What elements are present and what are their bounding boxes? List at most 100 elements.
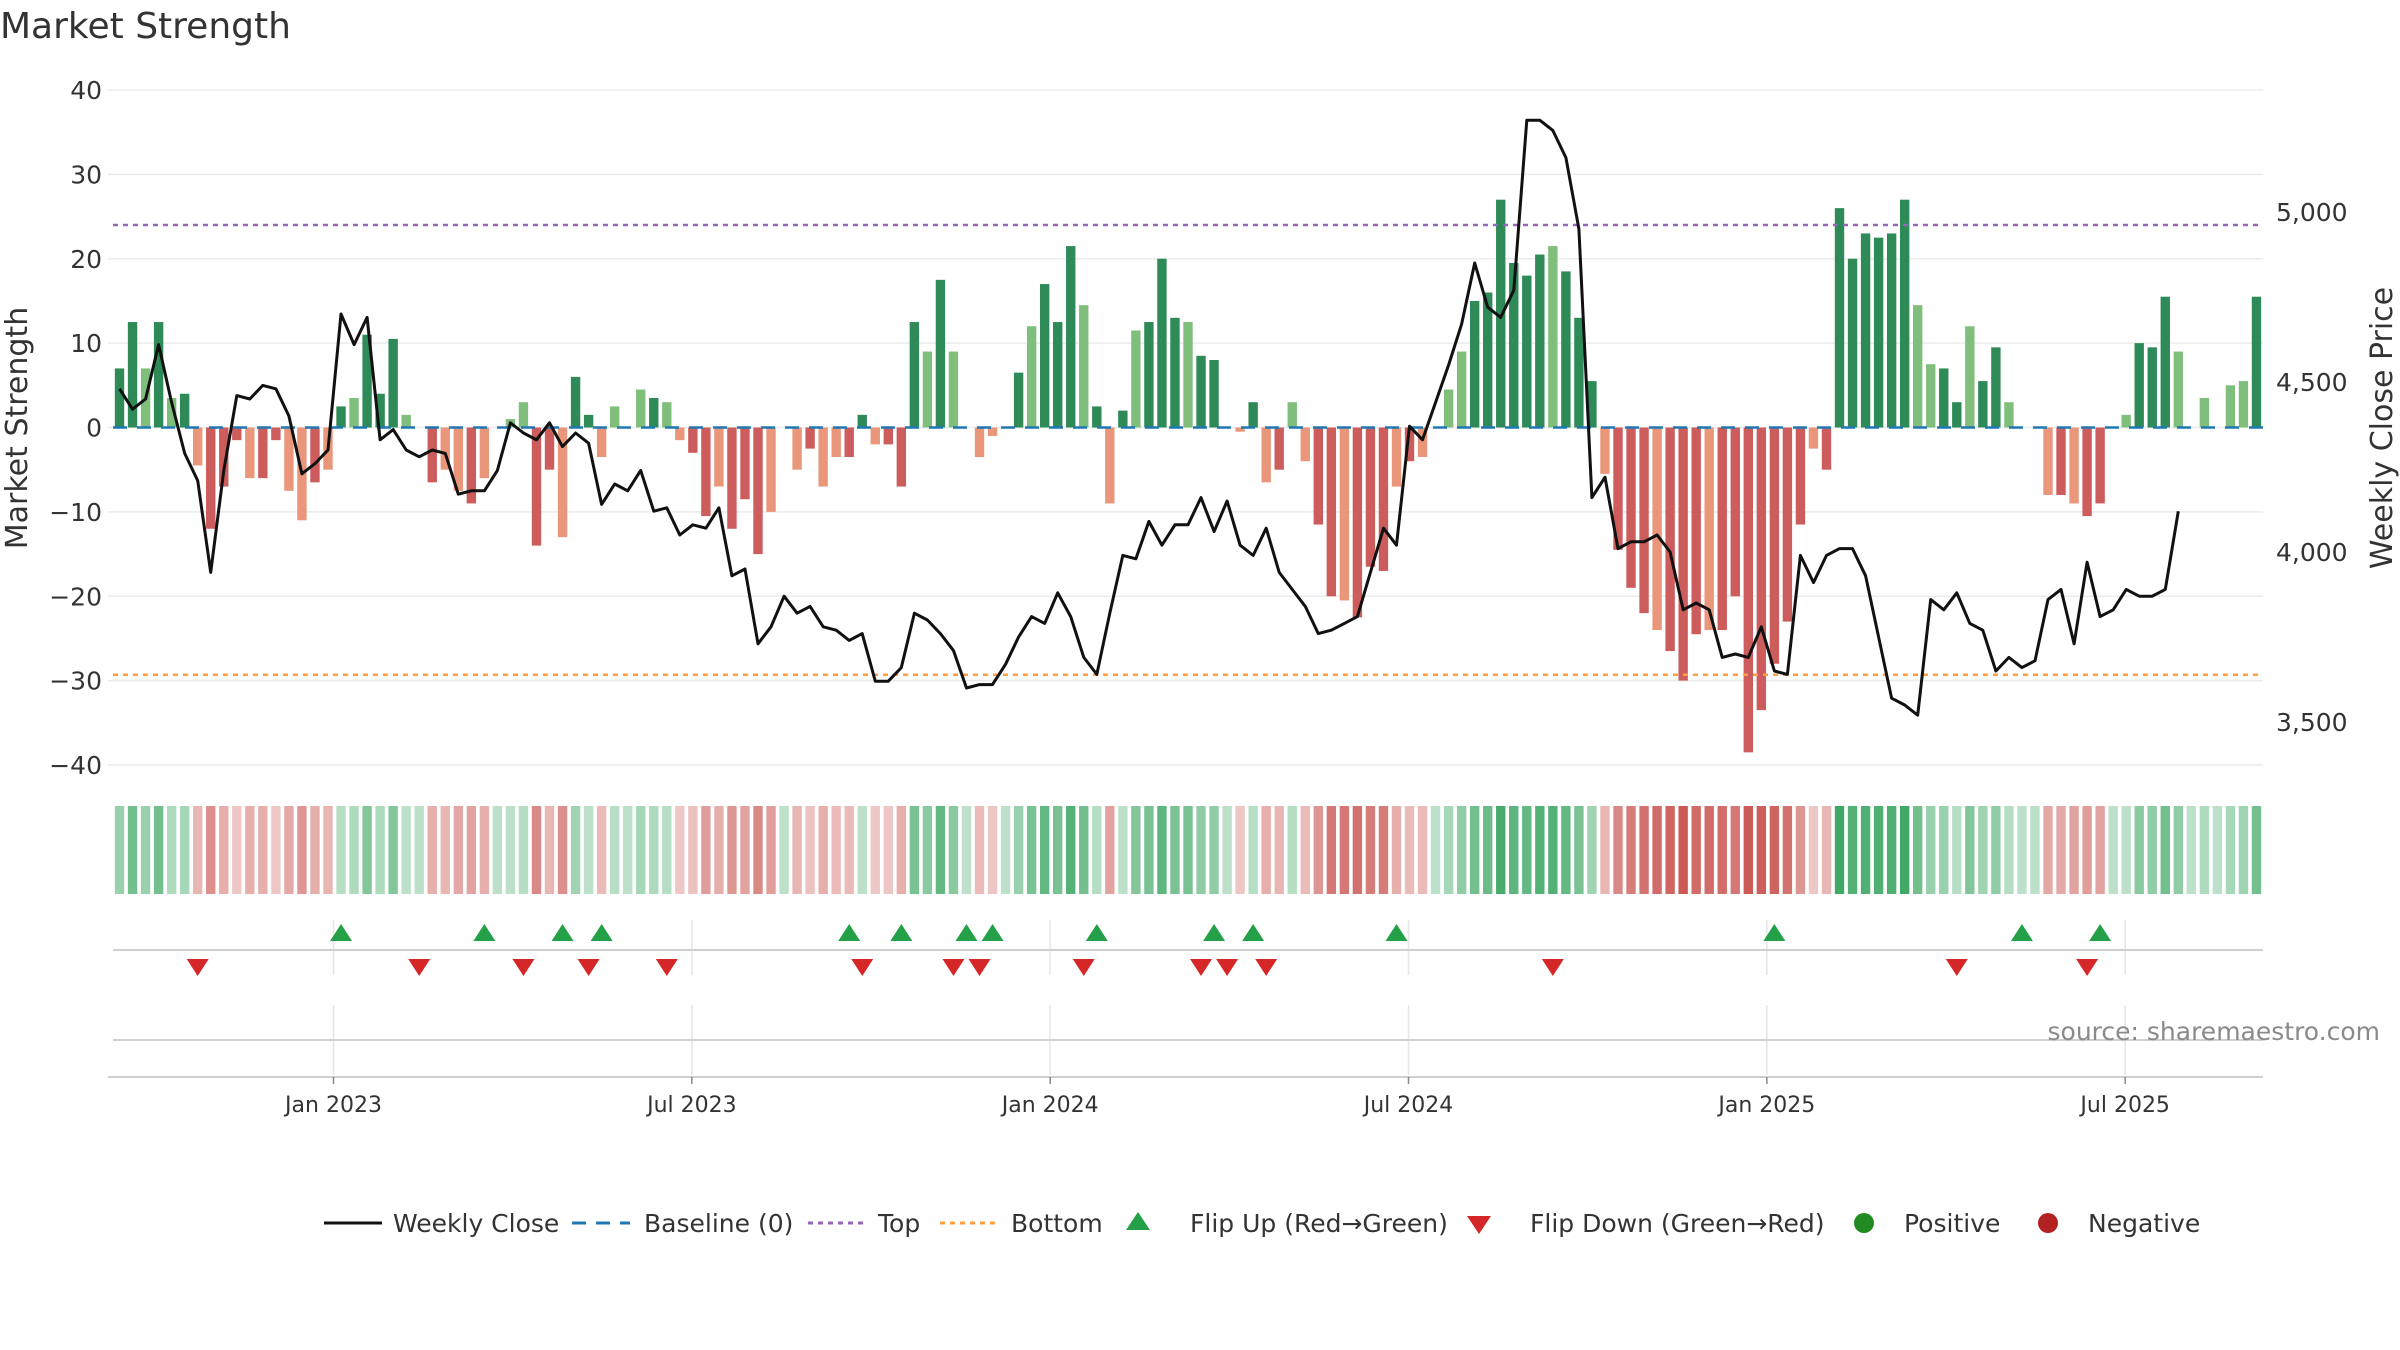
- heat-strip-cell: [1678, 806, 1688, 894]
- heat-strip-cell: [844, 806, 854, 894]
- strength-bar: [805, 427, 815, 449]
- heat-strip-cell: [1326, 806, 1337, 894]
- heat-strip-cell: [1222, 806, 1232, 894]
- strength-bar: [1039, 284, 1050, 428]
- strength-bar: [909, 322, 920, 428]
- strength-bar: [2199, 397, 2210, 428]
- strength-bar: [2004, 402, 2014, 428]
- heat-strip-cell: [1352, 806, 1363, 894]
- y-tick-label: 0: [86, 414, 102, 443]
- legend-top: Top: [877, 1209, 920, 1238]
- heat-strip-cell: [1339, 806, 1350, 894]
- heat-strip-cell: [623, 806, 633, 894]
- strength-bar: [440, 427, 450, 470]
- heat-strip-cell: [1600, 806, 1610, 894]
- strength-bar: [1548, 246, 1558, 428]
- heat-strip-cell: [1378, 806, 1389, 894]
- x-tick-label: Jul 2024: [1362, 1093, 1454, 1118]
- heat-strip-cell: [1756, 806, 1767, 894]
- heat-strip-cell: [1704, 806, 1714, 894]
- heat-strip-cell: [179, 806, 190, 894]
- weekly-close-line: [118, 118, 2180, 717]
- strength-bar: [896, 427, 907, 487]
- strength-bar: [1274, 427, 1284, 470]
- x-tick-label: Jan 2023: [283, 1093, 382, 1118]
- heat-strip-cell: [1808, 806, 1819, 894]
- legend-bottom: Bottom: [1011, 1209, 1103, 1238]
- strength-bar: [1261, 427, 1271, 483]
- legend-flip-up-icon: [1126, 1212, 1150, 1230]
- heat-strip-cell: [779, 806, 789, 894]
- flip-up-marker: [551, 924, 574, 941]
- heat-strip-cell: [531, 806, 542, 894]
- heat-strip-cell: [1235, 806, 1245, 894]
- heat-strip-cell: [714, 806, 724, 894]
- heat-strip-cell: [1613, 806, 1623, 894]
- x-tick-label: Jul 2025: [2078, 1093, 2170, 1118]
- strength-bar: [1378, 427, 1389, 571]
- flip-down-marker: [1945, 959, 1968, 976]
- strength-bar: [1352, 427, 1363, 618]
- heat-strip-cell: [2095, 806, 2105, 894]
- heat-strip-cell: [518, 806, 529, 894]
- heat-strip-cell: [1039, 806, 1050, 894]
- strength-bar: [1717, 427, 1727, 630]
- strength-bar: [1157, 258, 1167, 428]
- heat-strip-cell: [2199, 806, 2210, 894]
- flip-down-marker: [968, 959, 991, 976]
- flip-down-marker: [655, 959, 678, 976]
- legend-weekly-close: Weekly Close: [393, 1209, 559, 1238]
- strength-bar: [1600, 427, 1610, 474]
- heat-strip-cell: [1769, 806, 1780, 894]
- strength-bar: [1795, 427, 1806, 525]
- heat-strip-cell: [1873, 806, 1884, 894]
- strength-bar: [1026, 326, 1037, 428]
- strength-bar: [1144, 322, 1154, 428]
- strength-bar: [1756, 427, 1767, 711]
- strength-heat-strip: [114, 806, 2262, 894]
- strength-bar: [1053, 322, 1063, 428]
- legend: Weekly Close Baseline (0) Top Bottom Fli…: [324, 1209, 2200, 1238]
- x-tick-label: Jul 2023: [645, 1093, 737, 1118]
- strength-bar: [179, 393, 190, 428]
- strength-bar: [1496, 199, 1506, 428]
- heat-strip-cell: [414, 806, 424, 894]
- strength-bar: [2173, 351, 2183, 428]
- flip-down-marker: [577, 959, 600, 976]
- heat-strip-cell: [1965, 806, 1975, 894]
- heat-strip-cell: [440, 806, 450, 894]
- heat-strip-cell: [649, 806, 659, 894]
- strength-bar: [1704, 427, 1714, 630]
- heat-strip-cell: [831, 806, 841, 894]
- y-tick-label: −10: [49, 498, 102, 527]
- strength-bar: [153, 322, 164, 428]
- strength-bar: [1105, 427, 1115, 504]
- heat-strip-cell: [1300, 806, 1310, 894]
- heat-strip-cell: [636, 806, 646, 894]
- heat-strip-cell: [662, 806, 672, 894]
- strength-bars: [114, 199, 2262, 753]
- strength-bar: [466, 427, 477, 504]
- strength-bar: [349, 397, 359, 428]
- heat-strip-cell: [466, 806, 477, 894]
- heat-strip-cell: [153, 806, 164, 894]
- heat-strip-cell: [2030, 806, 2040, 894]
- flip-up-marker: [1085, 924, 1108, 941]
- heat-strip-cell: [883, 806, 893, 894]
- heat-strip-cell: [1978, 806, 1988, 894]
- strength-bar: [2082, 427, 2092, 517]
- strength-bar: [518, 402, 529, 428]
- heat-strip-cell: [427, 806, 437, 894]
- strength-bar: [2251, 296, 2262, 428]
- heat-strip-cell: [2160, 806, 2170, 894]
- strength-bar: [1691, 427, 1701, 635]
- heat-strip-cell: [1391, 806, 1402, 894]
- heat-strip-cell: [2173, 806, 2183, 894]
- flip-down-marker: [512, 959, 535, 976]
- legend-flip-up: Flip Up (Red→Green): [1190, 1209, 1448, 1238]
- flip-down-marker: [1255, 959, 1278, 976]
- strength-bar: [1652, 427, 1662, 630]
- strength-bar: [127, 322, 138, 428]
- flip-down-marker: [2076, 959, 2099, 976]
